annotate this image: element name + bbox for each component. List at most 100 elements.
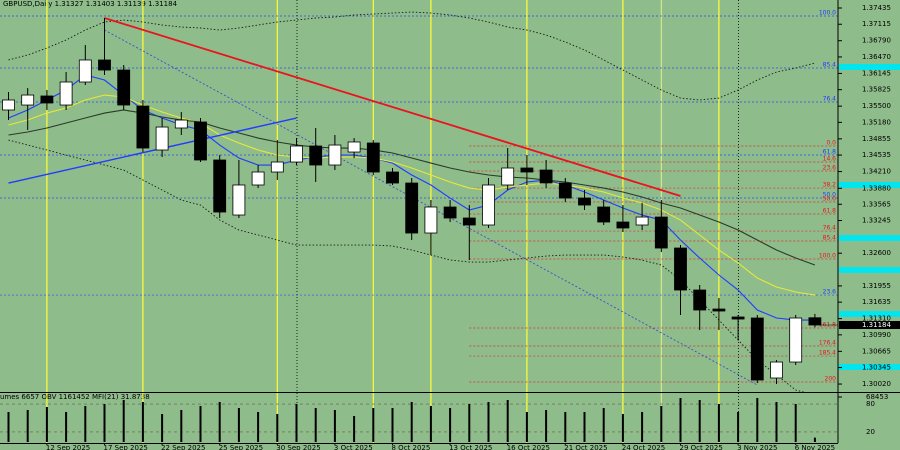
y-tick-label: 1.34210 (862, 168, 891, 176)
y-tick-label: 1.36145 (862, 69, 891, 77)
y-tick-label: 1.36470 (862, 53, 891, 61)
price-panel: 100.085.476.461.850.023.60.014.623.638.2… (0, 10, 838, 392)
chart-title: GBPUSD,Daily 1.31327 1.31403 1.31139 1.3… (3, 0, 178, 8)
level-label: 38.2 (823, 182, 837, 189)
x-tick-label: 25 Sep 2025 (219, 444, 263, 450)
y-tick-label: 1.33880 (862, 184, 891, 192)
last-price-box (839, 321, 900, 330)
x-tick-label: 6 Nov 2025 (795, 444, 835, 450)
candle-body (654, 216, 668, 249)
y-tick-label: 1.30020 (862, 380, 891, 388)
y-tick-label: 1.35500 (862, 102, 891, 110)
y-tick-label: 1.33565 (862, 200, 891, 208)
candle-body (2, 99, 15, 111)
candle-body (635, 216, 649, 226)
level-label: 176.4 (819, 340, 836, 347)
candle-body (347, 141, 361, 153)
candle-body (712, 308, 726, 312)
volume-panel (0, 398, 838, 442)
candle-body (424, 206, 438, 234)
price-marker (839, 364, 900, 370)
x-tick-label: 3 Oct 2025 (334, 444, 373, 450)
candle-body (194, 121, 207, 161)
candle-body (616, 221, 630, 229)
candle-body (309, 145, 323, 166)
candle-body (290, 145, 303, 163)
candle-body (117, 69, 131, 106)
x-tick-label: 3 Nov 2025 (737, 444, 777, 450)
x-tick-label: 29 Oct 2025 (680, 444, 723, 450)
candle-body (40, 95, 54, 104)
candle-body (136, 105, 150, 149)
candle-body (232, 184, 246, 216)
candle-body (366, 142, 380, 173)
candle-body (578, 197, 591, 206)
y-tick-label: 1.31635 (862, 298, 891, 306)
candle-body (405, 182, 419, 234)
x-tick-label: 12 Sep 2025 (46, 444, 90, 450)
volume-header: umes 6657 OBV 1161452 MFI(21) 31.8738 (0, 393, 150, 401)
candle-body (213, 159, 227, 213)
candle-body (674, 247, 687, 291)
y-tick-label: 1.30345 (862, 364, 891, 372)
band-line (8, 139, 806, 392)
y-tick-label: 1.30990 (862, 331, 891, 339)
level-label: 185.4 (819, 350, 836, 357)
x-tick-label: 22 Sep 2025 (161, 444, 205, 450)
x-tick-label: 8 Oct 2025 (392, 444, 431, 450)
candle-body (21, 94, 35, 106)
mfi-tick-label: 20 (866, 428, 875, 436)
y-tick-label: 1.34535 (862, 151, 891, 159)
level-label: 23.6 (823, 164, 837, 171)
y-tick-label: 1.34855 (862, 135, 891, 143)
band-line (8, 11, 816, 101)
y-tick-label: 1.37435 (862, 4, 891, 12)
x-tick-label: 30 Sep 2025 (276, 444, 320, 450)
candle-body (808, 317, 822, 326)
level-label: 85.4 (823, 62, 837, 69)
y-tick-label: 1.37115 (862, 20, 891, 28)
level-label: 200 (825, 376, 837, 383)
candle-body (98, 59, 111, 71)
y-tick-label: 1.31310 (862, 315, 891, 323)
candle-body (155, 126, 169, 151)
candle-body (251, 171, 265, 186)
candle-body (443, 206, 457, 219)
level-label: 100.0 (819, 253, 836, 260)
candle-body (462, 217, 476, 226)
candle-body (520, 167, 534, 173)
candle-body (386, 171, 399, 184)
price-marker (839, 182, 900, 188)
x-tick-label: 24 Oct 2025 (622, 444, 665, 450)
candle-body (328, 144, 342, 166)
price-marker (839, 267, 900, 273)
x-tick-label: 21 Oct 2025 (564, 444, 607, 450)
y-tick-label: 1.31955 (862, 282, 891, 290)
candle-body (597, 206, 611, 223)
last-price-label: 1.31184 (862, 321, 891, 329)
price-marker (839, 64, 900, 70)
candle-body (558, 182, 572, 199)
x-tick-label: 16 Oct 2025 (507, 444, 550, 450)
x-tick-label: 13 Oct 2025 (449, 444, 492, 450)
level-label: 76.4 (823, 225, 837, 232)
level-label: 100.0 (819, 10, 836, 17)
trendline (104, 17, 681, 197)
x-tick-label: 17 Sep 2025 (104, 444, 148, 450)
volume-tick-label: 68453 (866, 393, 888, 401)
price-marker (839, 311, 900, 317)
mfi-tick-label: 80 (866, 400, 875, 408)
candle-body (501, 167, 515, 186)
level-label: 50.0 (823, 192, 837, 199)
candle-body (789, 317, 803, 363)
candle-body (731, 316, 745, 320)
level-label: 85.4 (823, 235, 837, 242)
level-label: 61.8 (823, 208, 837, 215)
y-tick-label: 1.33245 (862, 216, 891, 224)
candle-body (78, 59, 92, 83)
candle-body (174, 119, 188, 129)
level-label: 14.6 (823, 156, 837, 163)
